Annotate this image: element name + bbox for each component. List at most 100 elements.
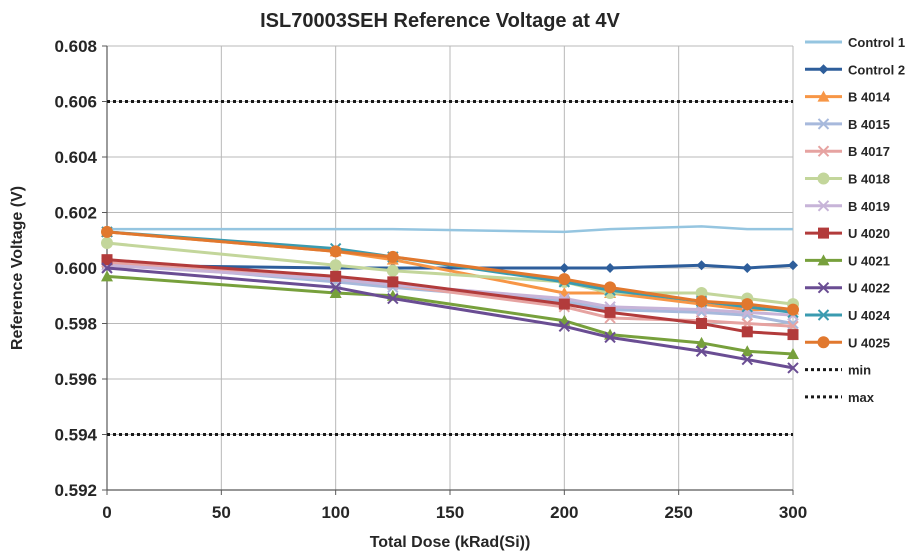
data-point-u-4022 — [604, 331, 616, 344]
data-point-u-4021 — [101, 270, 113, 282]
y-tick-label: 0.594 — [54, 426, 97, 445]
data-point-control-2 — [788, 260, 798, 271]
data-point-b-4018 — [695, 286, 708, 299]
legend-item-b-4014: B 4014 — [805, 90, 891, 105]
legend-item-b-4015: B 4015 — [805, 117, 890, 132]
legend-item-b-4017: B 4017 — [805, 144, 890, 159]
data-point-u-4021 — [695, 336, 708, 348]
data-point-u-4022 — [741, 353, 753, 366]
legend-marker — [817, 90, 830, 102]
data-point-u-4025 — [558, 273, 571, 286]
legend-marker — [817, 172, 830, 185]
y-tick-label: 0.604 — [54, 148, 97, 167]
legend-label: B 4019 — [848, 199, 890, 214]
legend-item-u-4021: U 4021 — [805, 253, 890, 268]
data-point-u-4025 — [329, 245, 342, 258]
y-tick-label: 0.602 — [54, 204, 97, 223]
data-point-control-2 — [605, 263, 616, 273]
data-point-control-2 — [742, 263, 753, 273]
legend-label: Control 1 — [848, 35, 905, 50]
tick-labels: 0.592 0.594 0.596 0.598 0.600 0.602 0.604 0.606… — [54, 37, 807, 522]
legend-item-u-4024: U 4024 — [805, 308, 891, 323]
series-line-b-4015 — [106, 260, 794, 325]
legend-label: U 4020 — [848, 226, 890, 241]
data-point-u-4022 — [558, 320, 571, 332]
series-u-4022 — [101, 262, 799, 374]
data-point-u-4025 — [386, 250, 399, 263]
data-point-u-4020 — [558, 298, 570, 310]
series-line-u-4020 — [106, 258, 794, 337]
legend-item-control-2: Control 2 — [805, 62, 905, 77]
x-tick-label: 300 — [779, 503, 807, 522]
series-control-1 — [107, 225, 793, 234]
data-point-u-4022 — [101, 262, 113, 274]
legend-item-max: max — [805, 390, 875, 405]
legend-marker — [817, 145, 830, 157]
series-line-control-1 — [107, 225, 793, 234]
data-point-u-4020 — [787, 329, 799, 341]
legend-marker — [817, 281, 830, 294]
series-line-u-4024 — [106, 230, 794, 314]
x-tick-label: 100 — [321, 503, 349, 522]
data-point-u-4025 — [604, 281, 617, 294]
legend-label: B 4014 — [848, 90, 891, 105]
x-tick-label: 250 — [664, 503, 692, 522]
data-point-u-4021 — [787, 348, 799, 360]
data-point-u-4022 — [695, 345, 708, 357]
data-point-u-4020 — [330, 270, 342, 282]
legend-label: U 4022 — [848, 281, 890, 296]
data-point-u-4025 — [101, 225, 113, 238]
legend: Control 1 Control 2 B 4014 B 4015 B 4017 B 40… — [805, 35, 905, 405]
legend-label: B 4018 — [848, 172, 890, 187]
legend-marker — [817, 254, 830, 266]
y-tick-label: 0.596 — [54, 370, 97, 389]
y-tick-label: 0.592 — [54, 481, 97, 500]
legend-item-control-1: Control 1 — [805, 35, 905, 50]
legend-label: U 4024 — [848, 308, 891, 323]
series-line-u-4021 — [106, 274, 794, 356]
data-point-u-4022 — [387, 292, 399, 305]
legend-item-b-4018: B 4018 — [805, 172, 890, 187]
x-tick-label: 200 — [550, 503, 578, 522]
data-point-b-4018 — [386, 264, 399, 277]
data-point-u-4025 — [695, 295, 708, 308]
series-line-control-2 — [106, 263, 794, 270]
x-tick-label: 0 — [102, 503, 111, 522]
y-tick-label: 0.608 — [54, 37, 97, 56]
legend-label: max — [848, 390, 875, 405]
data-point-b-4018 — [101, 237, 113, 250]
legend-label: B 4017 — [848, 144, 890, 159]
y-tick-label: 0.606 — [54, 93, 97, 112]
data-point-control-2 — [696, 260, 707, 271]
chart-title: ISL70003SEH Reference Voltage at 4V — [260, 10, 620, 32]
data-point-u-4020 — [387, 276, 399, 288]
legend-item-u-4022: U 4022 — [805, 281, 890, 296]
legend-label: U 4021 — [848, 253, 890, 268]
series-line-b-4019 — [106, 263, 794, 317]
y-axis-label: Reference Voltage (V) — [9, 186, 26, 350]
legend-marker — [818, 227, 829, 239]
data-point-u-4022 — [329, 281, 342, 294]
x-axis-label: Total Dose (kRad(Si)) — [370, 534, 531, 551]
data-point-control-2 — [559, 263, 570, 273]
y-tick-label: 0.598 — [54, 315, 97, 334]
reference-lines — [107, 100, 793, 436]
data-point-u-4020 — [696, 318, 708, 329]
legend-item-min: min — [805, 363, 871, 378]
legend-marker — [817, 309, 830, 321]
data-point-u-4021 — [741, 345, 754, 357]
legend-label: B 4015 — [848, 117, 890, 132]
data-point-u-4022 — [787, 362, 799, 374]
data-point-u-4020 — [604, 306, 616, 318]
legend-item-u-4020: U 4020 — [805, 226, 890, 241]
legend-item-u-4025: U 4025 — [805, 335, 890, 350]
data-point-u-4021 — [329, 286, 342, 298]
legend-label: Control 2 — [848, 62, 905, 77]
legend-label: U 4025 — [848, 335, 890, 350]
legend-marker — [817, 118, 830, 130]
data-point-b-4019 — [695, 303, 708, 316]
x-tick-label: 150 — [436, 503, 464, 522]
legend-marker — [817, 200, 830, 212]
series-group — [101, 225, 799, 374]
